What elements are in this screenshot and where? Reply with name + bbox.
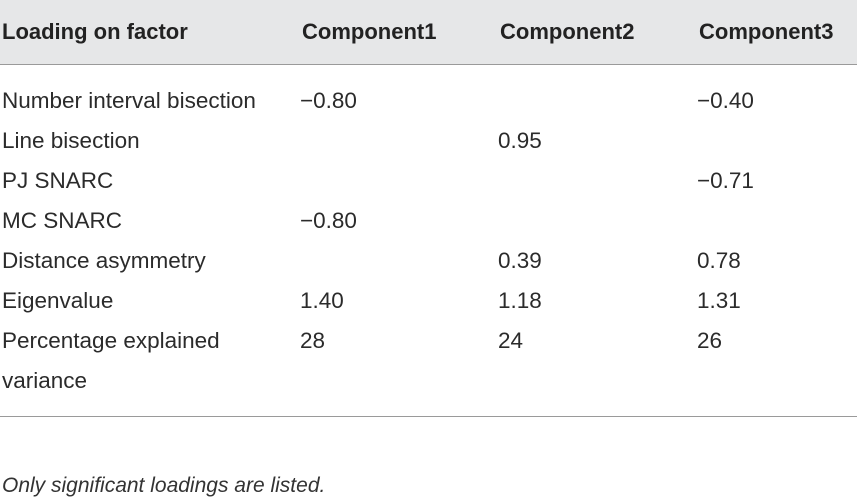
table-row: Percentage explained variance 28 24 26 (0, 321, 857, 417)
table-body: Number interval bisection −0.80 −0.40 Line … (0, 64, 857, 416)
cell: 0.78 (697, 247, 741, 273)
cell (498, 64, 697, 121)
header-cell: Loading on factor (2, 18, 188, 44)
table-row: Distance asymmetry 0.39 0.78 (0, 241, 857, 281)
cell: 0.95 (498, 127, 542, 153)
row-label: Number interval bisection (2, 87, 256, 113)
header-cell: Component1 (302, 18, 437, 44)
cell: −0.40 (697, 87, 754, 113)
cell: 1.31 (697, 287, 741, 313)
cell (498, 201, 697, 241)
cell: −0.71 (697, 167, 754, 193)
loadings-table: Loading on factor Component1 Component2 Com… (0, 0, 857, 416)
header-row: Loading on factor Component1 Component2 Com… (0, 0, 857, 64)
table-row: PJ SNARC −0.71 (0, 161, 857, 201)
cell: 1.18 (498, 287, 542, 313)
table-row: Number interval bisection −0.80 −0.40 (0, 64, 857, 121)
row-label: MC SNARC (2, 207, 123, 233)
row-label: Distance asymmetry (2, 247, 206, 273)
row-label: Line bisection (2, 127, 140, 153)
cell: −0.80 (300, 207, 357, 233)
cell (300, 241, 498, 281)
footnote: Only significant loadings are listed. (2, 474, 326, 497)
header-cell: Component2 (500, 18, 635, 44)
cell: 24 (498, 327, 524, 353)
table-header: Loading on factor Component1 Component2 Com… (0, 0, 857, 64)
row-label: PJ SNARC (2, 167, 114, 193)
cell: 1.40 (300, 287, 344, 313)
header-cell: Component3 (699, 18, 834, 44)
cell (300, 161, 498, 201)
cell: 28 (300, 327, 326, 353)
table-row: Eigenvalue 1.40 1.18 1.31 (0, 281, 857, 321)
table-row: MC SNARC −0.80 (0, 201, 857, 241)
cell: 26 (697, 327, 723, 353)
cell (697, 201, 857, 241)
cell: 0.39 (498, 247, 542, 273)
cell (498, 161, 697, 201)
row-label: Eigenvalue (2, 287, 114, 313)
row-label: Percentage explained variance (2, 327, 220, 393)
cell (300, 121, 498, 161)
cell: −0.80 (300, 87, 357, 113)
table-row: Line bisection 0.95 (0, 121, 857, 161)
cell (697, 121, 857, 161)
